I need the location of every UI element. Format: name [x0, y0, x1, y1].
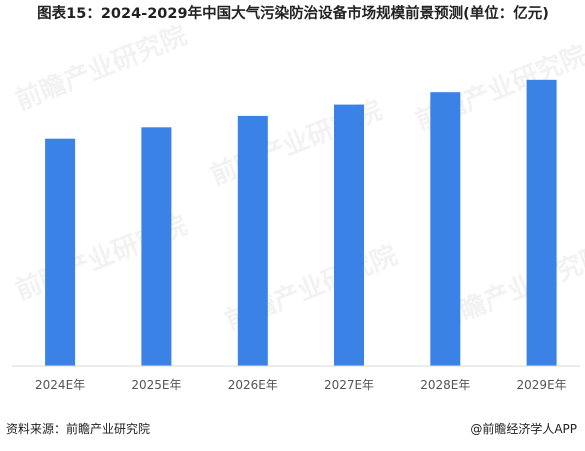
x-tick-label: 2028E年: [420, 378, 470, 392]
x-tick-label: 2027E年: [324, 378, 374, 392]
x-tick-labels: 2024E年 2025E年 2026E年 2027E年 2028E年 2029E年: [35, 378, 567, 392]
x-tick-label: 2025E年: [131, 378, 181, 392]
x-tick-label: 2026E年: [228, 378, 278, 392]
chart-title: 图表15：2024-2029年中国大气污染防治设备市场规模前景预测(单位：亿元): [37, 6, 549, 22]
bar-2027E年: [334, 104, 364, 366]
bar-2024E年: [45, 138, 76, 366]
bar-2029E年: [526, 79, 557, 367]
bar-2028E年: [430, 92, 461, 366]
brand-note: @前瞻经济学人APP: [470, 422, 577, 436]
bar-2026E年: [237, 115, 268, 367]
x-tick-label: 2029E年: [517, 378, 567, 392]
source-note: 资料来源：前瞻产业研究院: [6, 422, 151, 436]
watermarks: 前瞻产业研究院 前瞻产业研究院 前瞻产业研究院 前瞻产业研究院 前瞻产业研究院 …: [11, 20, 585, 337]
bar-2025E年: [141, 127, 172, 366]
x-tick-label: 2024E年: [35, 378, 85, 392]
bars-group: [45, 79, 557, 367]
watermark-1: 前瞻产业研究院: [11, 20, 191, 117]
